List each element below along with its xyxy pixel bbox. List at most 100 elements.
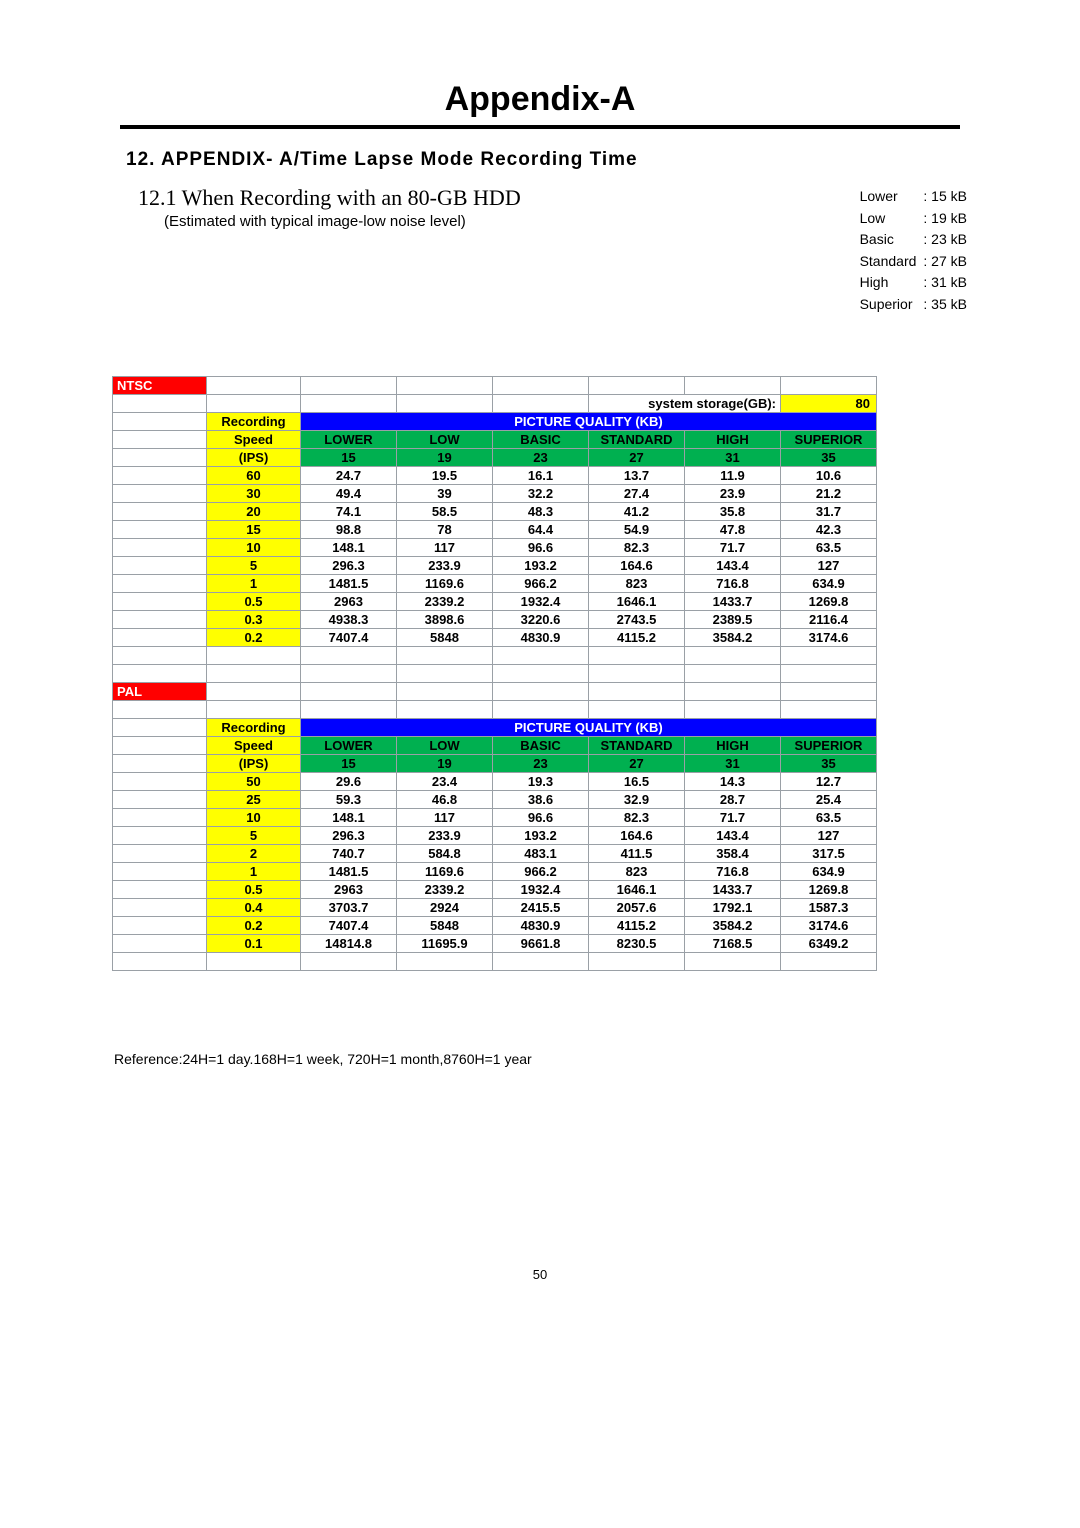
kb-legend-value: : 27 kB [922, 252, 968, 272]
speed-header-2: Speed [207, 737, 301, 755]
pal-header-row-2: Speed LOWERLOWBASICSTANDARDHIGHSUPERIOR [113, 737, 877, 755]
quality-col-header: HIGH [685, 737, 781, 755]
ips-cell: 1 [207, 575, 301, 593]
table-row: 0.2 7407.458484830.94115.23584.23174.6 [113, 917, 877, 935]
data-cell: 5848 [397, 629, 493, 647]
data-cell: 96.6 [493, 809, 589, 827]
data-cell: 127 [781, 557, 877, 575]
data-cell: 25.4 [781, 791, 877, 809]
header-row-1: Recording PICTURE QUALITY (KB) [113, 413, 877, 431]
speed-header-3: (IPS) [207, 449, 301, 467]
kb-legend-row: Low: 19 kB [859, 209, 968, 229]
data-cell: 296.3 [301, 827, 397, 845]
pal-header-row-1: Recording PICTURE QUALITY (KB) [113, 719, 877, 737]
quality-header: PICTURE QUALITY (KB) [301, 719, 877, 737]
data-cell: 3898.6 [397, 611, 493, 629]
data-cell: 1481.5 [301, 863, 397, 881]
blank-row [113, 701, 877, 719]
data-cell: 148.1 [301, 539, 397, 557]
data-cell: 1169.6 [397, 863, 493, 881]
data-cell: 59.3 [301, 791, 397, 809]
data-cell: 2924 [397, 899, 493, 917]
data-cell: 32.9 [589, 791, 685, 809]
ips-cell: 1 [207, 863, 301, 881]
ips-cell: 30 [207, 485, 301, 503]
data-cell: 411.5 [589, 845, 685, 863]
data-cell: 82.3 [589, 539, 685, 557]
data-cell: 143.4 [685, 827, 781, 845]
table-row: 0.4 3703.729242415.52057.61792.11587.3 [113, 899, 877, 917]
data-cell: 2743.5 [589, 611, 685, 629]
ips-cell: 10 [207, 809, 301, 827]
ips-cell: 2 [207, 845, 301, 863]
quality-col-header: LOW [397, 737, 493, 755]
data-cell: 164.6 [589, 827, 685, 845]
speed-header-3: (IPS) [207, 755, 301, 773]
data-cell: 14814.8 [301, 935, 397, 953]
data-cell: 98.8 [301, 521, 397, 539]
ips-cell: 25 [207, 791, 301, 809]
ips-cell: 20 [207, 503, 301, 521]
ips-cell: 5 [207, 827, 301, 845]
data-cell: 74.1 [301, 503, 397, 521]
data-cell: 117 [397, 809, 493, 827]
blank-row [113, 953, 877, 971]
data-cell: 4115.2 [589, 917, 685, 935]
ips-cell: 10 [207, 539, 301, 557]
data-cell: 1792.1 [685, 899, 781, 917]
data-cell: 740.7 [301, 845, 397, 863]
kb-legend-row: High: 31 kB [859, 273, 968, 293]
kb-legend-row: Superior: 35 kB [859, 295, 968, 315]
document-page: Appendix-A 12. APPENDIX- A/Time Lapse Mo… [0, 0, 1080, 1342]
data-cell: 1587.3 [781, 899, 877, 917]
data-cell: 966.2 [493, 575, 589, 593]
quality-col-header: LOW [397, 431, 493, 449]
data-cell: 14.3 [685, 773, 781, 791]
data-cell: 58.5 [397, 503, 493, 521]
data-cell: 117 [397, 539, 493, 557]
quality-kb-header: 23 [493, 449, 589, 467]
quality-col-header: SUPERIOR [781, 431, 877, 449]
data-cell: 10.6 [781, 467, 877, 485]
table-row: 20 74.158.548.341.235.831.7 [113, 503, 877, 521]
kb-legend-row: Lower: 15 kB [859, 187, 968, 207]
data-cell: 11.9 [685, 467, 781, 485]
data-cell: 716.8 [685, 575, 781, 593]
data-cell: 2963 [301, 881, 397, 899]
data-cell: 63.5 [781, 539, 877, 557]
data-cell: 2963 [301, 593, 397, 611]
kb-legend-value: : 31 kB [922, 273, 968, 293]
data-cell: 48.3 [493, 503, 589, 521]
data-cell: 634.9 [781, 575, 877, 593]
data-cell: 1646.1 [589, 593, 685, 611]
data-cell: 47.8 [685, 521, 781, 539]
data-cell: 42.3 [781, 521, 877, 539]
table-row: 10 148.111796.682.371.763.5 [113, 809, 877, 827]
quality-col-header: HIGH [685, 431, 781, 449]
data-cell: 6349.2 [781, 935, 877, 953]
data-cell: 2339.2 [397, 593, 493, 611]
table-row: 2 740.7584.8483.1411.5358.4317.5 [113, 845, 877, 863]
data-cell: 317.5 [781, 845, 877, 863]
kb-legend-row: Standard: 27 kB [859, 252, 968, 272]
appendix-title: Appendix-A [120, 80, 960, 119]
data-cell: 4938.3 [301, 611, 397, 629]
data-cell: 63.5 [781, 809, 877, 827]
quality-kb-header: 35 [781, 755, 877, 773]
table-row: 0.5 29632339.21932.41646.11433.71269.8 [113, 881, 877, 899]
data-cell: 23.9 [685, 485, 781, 503]
speed-header-1: Recording [207, 413, 301, 431]
data-cell: 193.2 [493, 557, 589, 575]
data-cell: 148.1 [301, 809, 397, 827]
data-cell: 1646.1 [589, 881, 685, 899]
ips-cell: 0.2 [207, 917, 301, 935]
table-row: 30 49.43932.227.423.921.2 [113, 485, 877, 503]
data-cell: 5848 [397, 917, 493, 935]
data-cell: 4830.9 [493, 917, 589, 935]
quality-kb-header: 27 [589, 755, 685, 773]
ips-cell: 0.4 [207, 899, 301, 917]
ips-cell: 50 [207, 773, 301, 791]
table-row: 25 59.346.838.632.928.725.4 [113, 791, 877, 809]
kb-legend-label: Basic [859, 230, 921, 250]
table-row: 1 1481.51169.6966.2823716.8634.9 [113, 575, 877, 593]
